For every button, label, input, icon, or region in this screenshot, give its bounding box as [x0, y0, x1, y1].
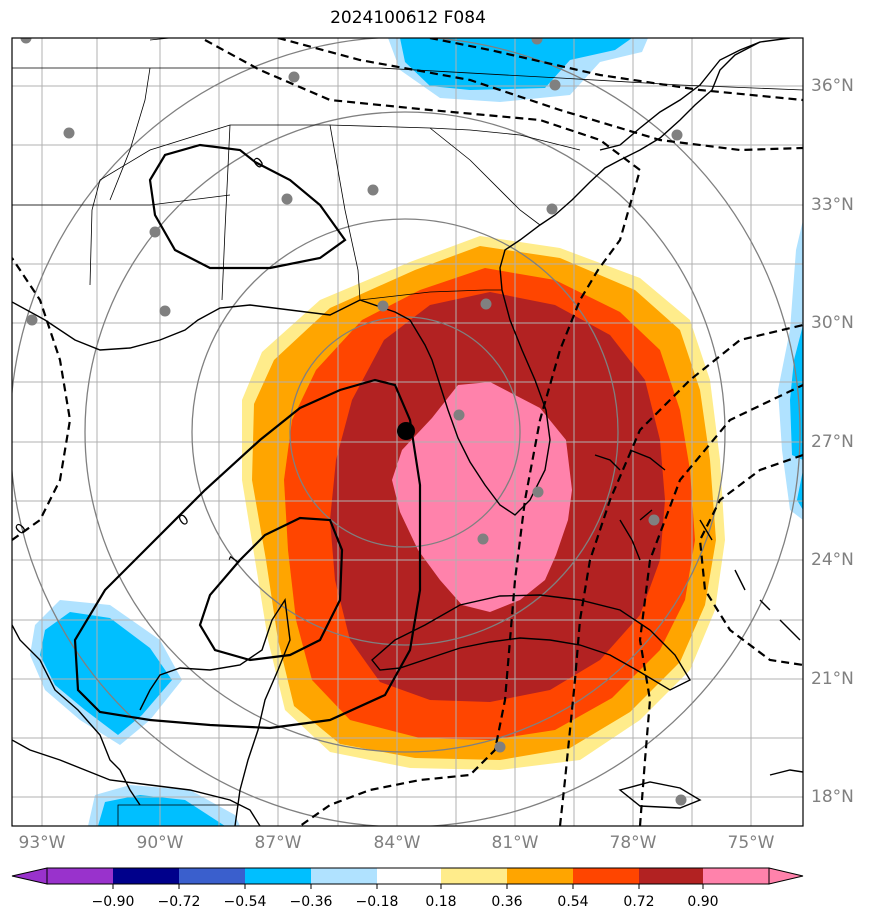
bahamas-islands: [594, 449, 801, 641]
contour-zero-south: [73, 378, 422, 730]
band-0.90: [392, 382, 572, 612]
lat-label-24n: 24°N: [811, 550, 854, 570]
map-area: [12, 38, 803, 826]
lon-label-75w: 75°W: [727, 833, 775, 853]
colorbar-label-2: −0.54: [223, 894, 267, 910]
contour-labels: 0 0 1 0: [12, 154, 267, 568]
lat-label-27n: 27°N: [811, 432, 854, 452]
colorbar-label-1: −0.72: [157, 894, 201, 910]
contour-label-south: 0: [176, 511, 192, 529]
lon-label-90w: 90°W: [136, 833, 184, 853]
gulf-coast: [12, 41, 761, 516]
contour-one: [198, 516, 344, 662]
map-title: 2024100612 F084: [330, 8, 486, 28]
lat-label-30n: 30°N: [811, 313, 854, 333]
lat-label-36n: 36°N: [811, 76, 854, 96]
colorbar-arrow-right: [768, 867, 804, 885]
lon-label-93w: 93°W: [18, 833, 66, 853]
colorbar-label-4: −0.18: [355, 894, 399, 910]
lon-label-81w: 81°W: [491, 833, 539, 853]
colorbar: [11, 867, 804, 889]
colorbar-swatch-8: [507, 868, 573, 884]
colorbar-label-6: 0.36: [491, 894, 523, 910]
lat-label-18n: 18°N: [811, 787, 854, 807]
map-frame: [11, 37, 804, 827]
dashed-contours: [12, 38, 803, 826]
colorbar-frame: [46, 867, 770, 885]
colorbar-label-9: 0.90: [687, 894, 719, 910]
hispaniola-coast: [618, 769, 803, 809]
colorbar-swatch-6: [377, 868, 441, 884]
lat-label-33n: 33°N: [811, 195, 854, 215]
colorbar-label-3: −0.36: [289, 894, 333, 910]
colorbar-swatch-5: [311, 868, 377, 884]
coastlines: [12, 38, 803, 826]
colorbar-label-5: 0.18: [425, 894, 457, 910]
contour-zero-north: [148, 143, 347, 270]
cuba-coast: [371, 594, 691, 691]
contour-label-one: 1: [226, 552, 244, 568]
atlantic-coast-north: [599, 38, 791, 151]
colorbar-label-8: 0.72: [623, 894, 655, 910]
lon-label-84w: 84°W: [373, 833, 421, 853]
negative-region-gulf-core: [40, 612, 172, 735]
colorbar-arrow-left: [11, 867, 48, 885]
contour-label-north: 0: [250, 154, 267, 172]
negative-region-southwest-core: [98, 795, 225, 826]
state-borders: [12, 38, 803, 826]
negative-anomaly-regions: [30, 38, 803, 826]
lat-label-21n: 21°N: [811, 669, 854, 689]
contour-label-west: 0: [12, 521, 30, 539]
colorbar-ticks: [112, 884, 704, 889]
negative-region-east-core: [790, 325, 803, 510]
colorbar-label-7: 0.54: [557, 894, 589, 910]
colorbar-swatch-3: [179, 868, 245, 884]
colorbar-swatch-7: [441, 868, 507, 884]
colorbar-swatch-10: [639, 868, 703, 884]
solid-contours: [73, 143, 422, 730]
positive-anomaly-regions: [242, 236, 725, 770]
lon-label-78w: 78°W: [609, 833, 657, 853]
colorbar-swatch-1: [47, 868, 113, 884]
colorbar-label-0: −0.90: [91, 894, 135, 910]
lon-label-87w: 87°W: [254, 833, 302, 853]
colorbar-swatch-4: [245, 868, 311, 884]
colorbar-swatch-9: [573, 868, 639, 884]
station-markers: [20, 38, 687, 806]
storm-center-marker: [397, 422, 415, 440]
colorbar-swatch-11: [703, 868, 769, 884]
colorbar-swatch-2: [113, 868, 179, 884]
